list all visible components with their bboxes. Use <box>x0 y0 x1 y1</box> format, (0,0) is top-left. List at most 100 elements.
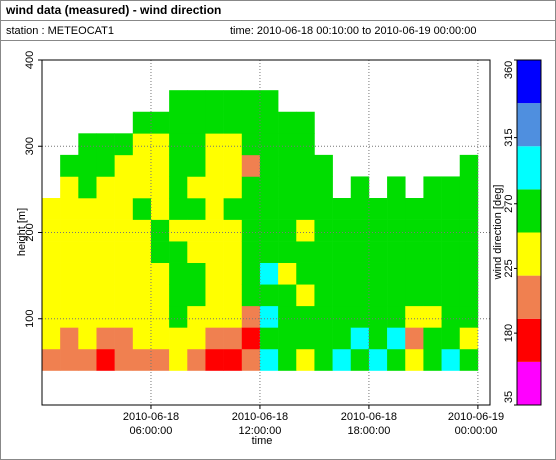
colorbar-tick-label: 270 <box>503 195 515 213</box>
heat-cell <box>60 262 79 285</box>
heat-cell <box>296 327 315 350</box>
heat-cell <box>405 198 424 220</box>
colorbar-border <box>516 59 542 406</box>
heat-cell <box>114 176 134 199</box>
heat-cell <box>132 327 152 350</box>
heat-cell <box>314 284 333 307</box>
heat-cell <box>96 198 115 220</box>
heat-cell <box>132 133 152 156</box>
heat-cell <box>187 133 206 156</box>
heat-cell <box>259 284 279 307</box>
heat-cell <box>169 284 188 307</box>
y-tick-label: 100 <box>24 310 36 328</box>
heat-cell <box>150 111 170 134</box>
heat-cell <box>423 348 442 371</box>
heat-cell <box>241 219 261 242</box>
heat-cell <box>114 262 134 285</box>
heat-cell <box>187 284 206 307</box>
heat-cell <box>405 219 424 242</box>
heat-cell <box>423 327 442 350</box>
heat-cell <box>314 241 333 263</box>
heat-cell <box>441 262 461 285</box>
heat-cell <box>205 90 224 113</box>
colorbar-tick-label: 35 <box>503 391 515 403</box>
heat-cell <box>332 219 352 242</box>
heat-cell <box>350 219 370 242</box>
heat-cell <box>259 176 279 199</box>
heat-cell <box>169 219 188 242</box>
heat-cell <box>78 198 97 220</box>
heat-cell <box>405 241 424 263</box>
heat-cell <box>278 348 297 371</box>
heat-cell <box>114 241 134 263</box>
heat-cell <box>332 327 352 350</box>
heat-cell <box>241 90 261 113</box>
heat-cell <box>405 262 424 285</box>
heat-cell <box>278 241 297 263</box>
heat-cell <box>169 305 188 328</box>
heat-cell <box>441 348 461 371</box>
heat-cell <box>150 284 170 307</box>
heat-cell <box>60 284 79 307</box>
heat-cell <box>205 284 224 307</box>
heat-cell <box>259 111 279 134</box>
heat-cell <box>60 176 79 199</box>
heat-cell <box>60 327 79 350</box>
heat-cell <box>241 133 261 156</box>
heat-cell <box>259 219 279 242</box>
heat-cell <box>459 198 479 220</box>
heat-cell <box>132 284 152 307</box>
heat-cell <box>169 348 188 371</box>
heat-cell <box>114 327 134 350</box>
heat-cell <box>150 154 170 177</box>
heat-cell <box>114 284 134 307</box>
heat-cell <box>132 111 152 134</box>
colorbar-segment <box>517 146 541 190</box>
heat-cell <box>42 327 61 350</box>
heat-cell <box>441 241 461 263</box>
heat-cell <box>205 348 224 371</box>
heat-cell <box>42 219 61 242</box>
heat-cell <box>441 305 461 328</box>
colorbar-segment <box>517 232 541 276</box>
x-tick-label: 2010-06-19 <box>448 411 504 423</box>
heat-cell <box>223 219 243 242</box>
heat-cell <box>205 241 224 263</box>
heat-cell <box>296 348 315 371</box>
heat-cell <box>78 133 97 156</box>
heat-cell <box>205 219 224 242</box>
heat-cell <box>441 327 461 350</box>
heat-cell <box>78 284 97 307</box>
heat-cell <box>96 241 115 263</box>
heat-cell <box>278 327 297 350</box>
heat-cell <box>368 241 388 263</box>
x-tick-label: 2010-06-18 <box>232 411 288 423</box>
heat-cell <box>259 327 279 350</box>
heat-cell <box>296 133 315 156</box>
heat-cell <box>187 262 206 285</box>
heat-cell <box>169 241 188 263</box>
y-tick-label: 300 <box>24 137 36 155</box>
heat-cell <box>314 305 333 328</box>
heat-cell <box>387 262 406 285</box>
heat-cell <box>42 305 61 328</box>
colorbar-segment <box>517 103 541 147</box>
heat-cell <box>42 348 61 371</box>
x-tick-label: 06:00:00 <box>130 425 173 437</box>
colorbar-tick-label: 180 <box>503 324 515 342</box>
heat-cell <box>60 198 79 220</box>
heat-cell <box>223 327 243 350</box>
heat-cell <box>368 348 388 371</box>
heat-cell <box>405 305 424 328</box>
colorbar-tick-label: 315 <box>503 128 515 146</box>
heat-cell <box>423 219 442 242</box>
heat-cell <box>150 133 170 156</box>
x-axis-label: time <box>252 435 273 447</box>
heat-cell <box>241 327 261 350</box>
heat-cell <box>350 348 370 371</box>
heat-cell <box>278 111 297 134</box>
heat-cell <box>296 198 315 220</box>
heat-cell <box>296 111 315 134</box>
heat-cell <box>241 154 261 177</box>
